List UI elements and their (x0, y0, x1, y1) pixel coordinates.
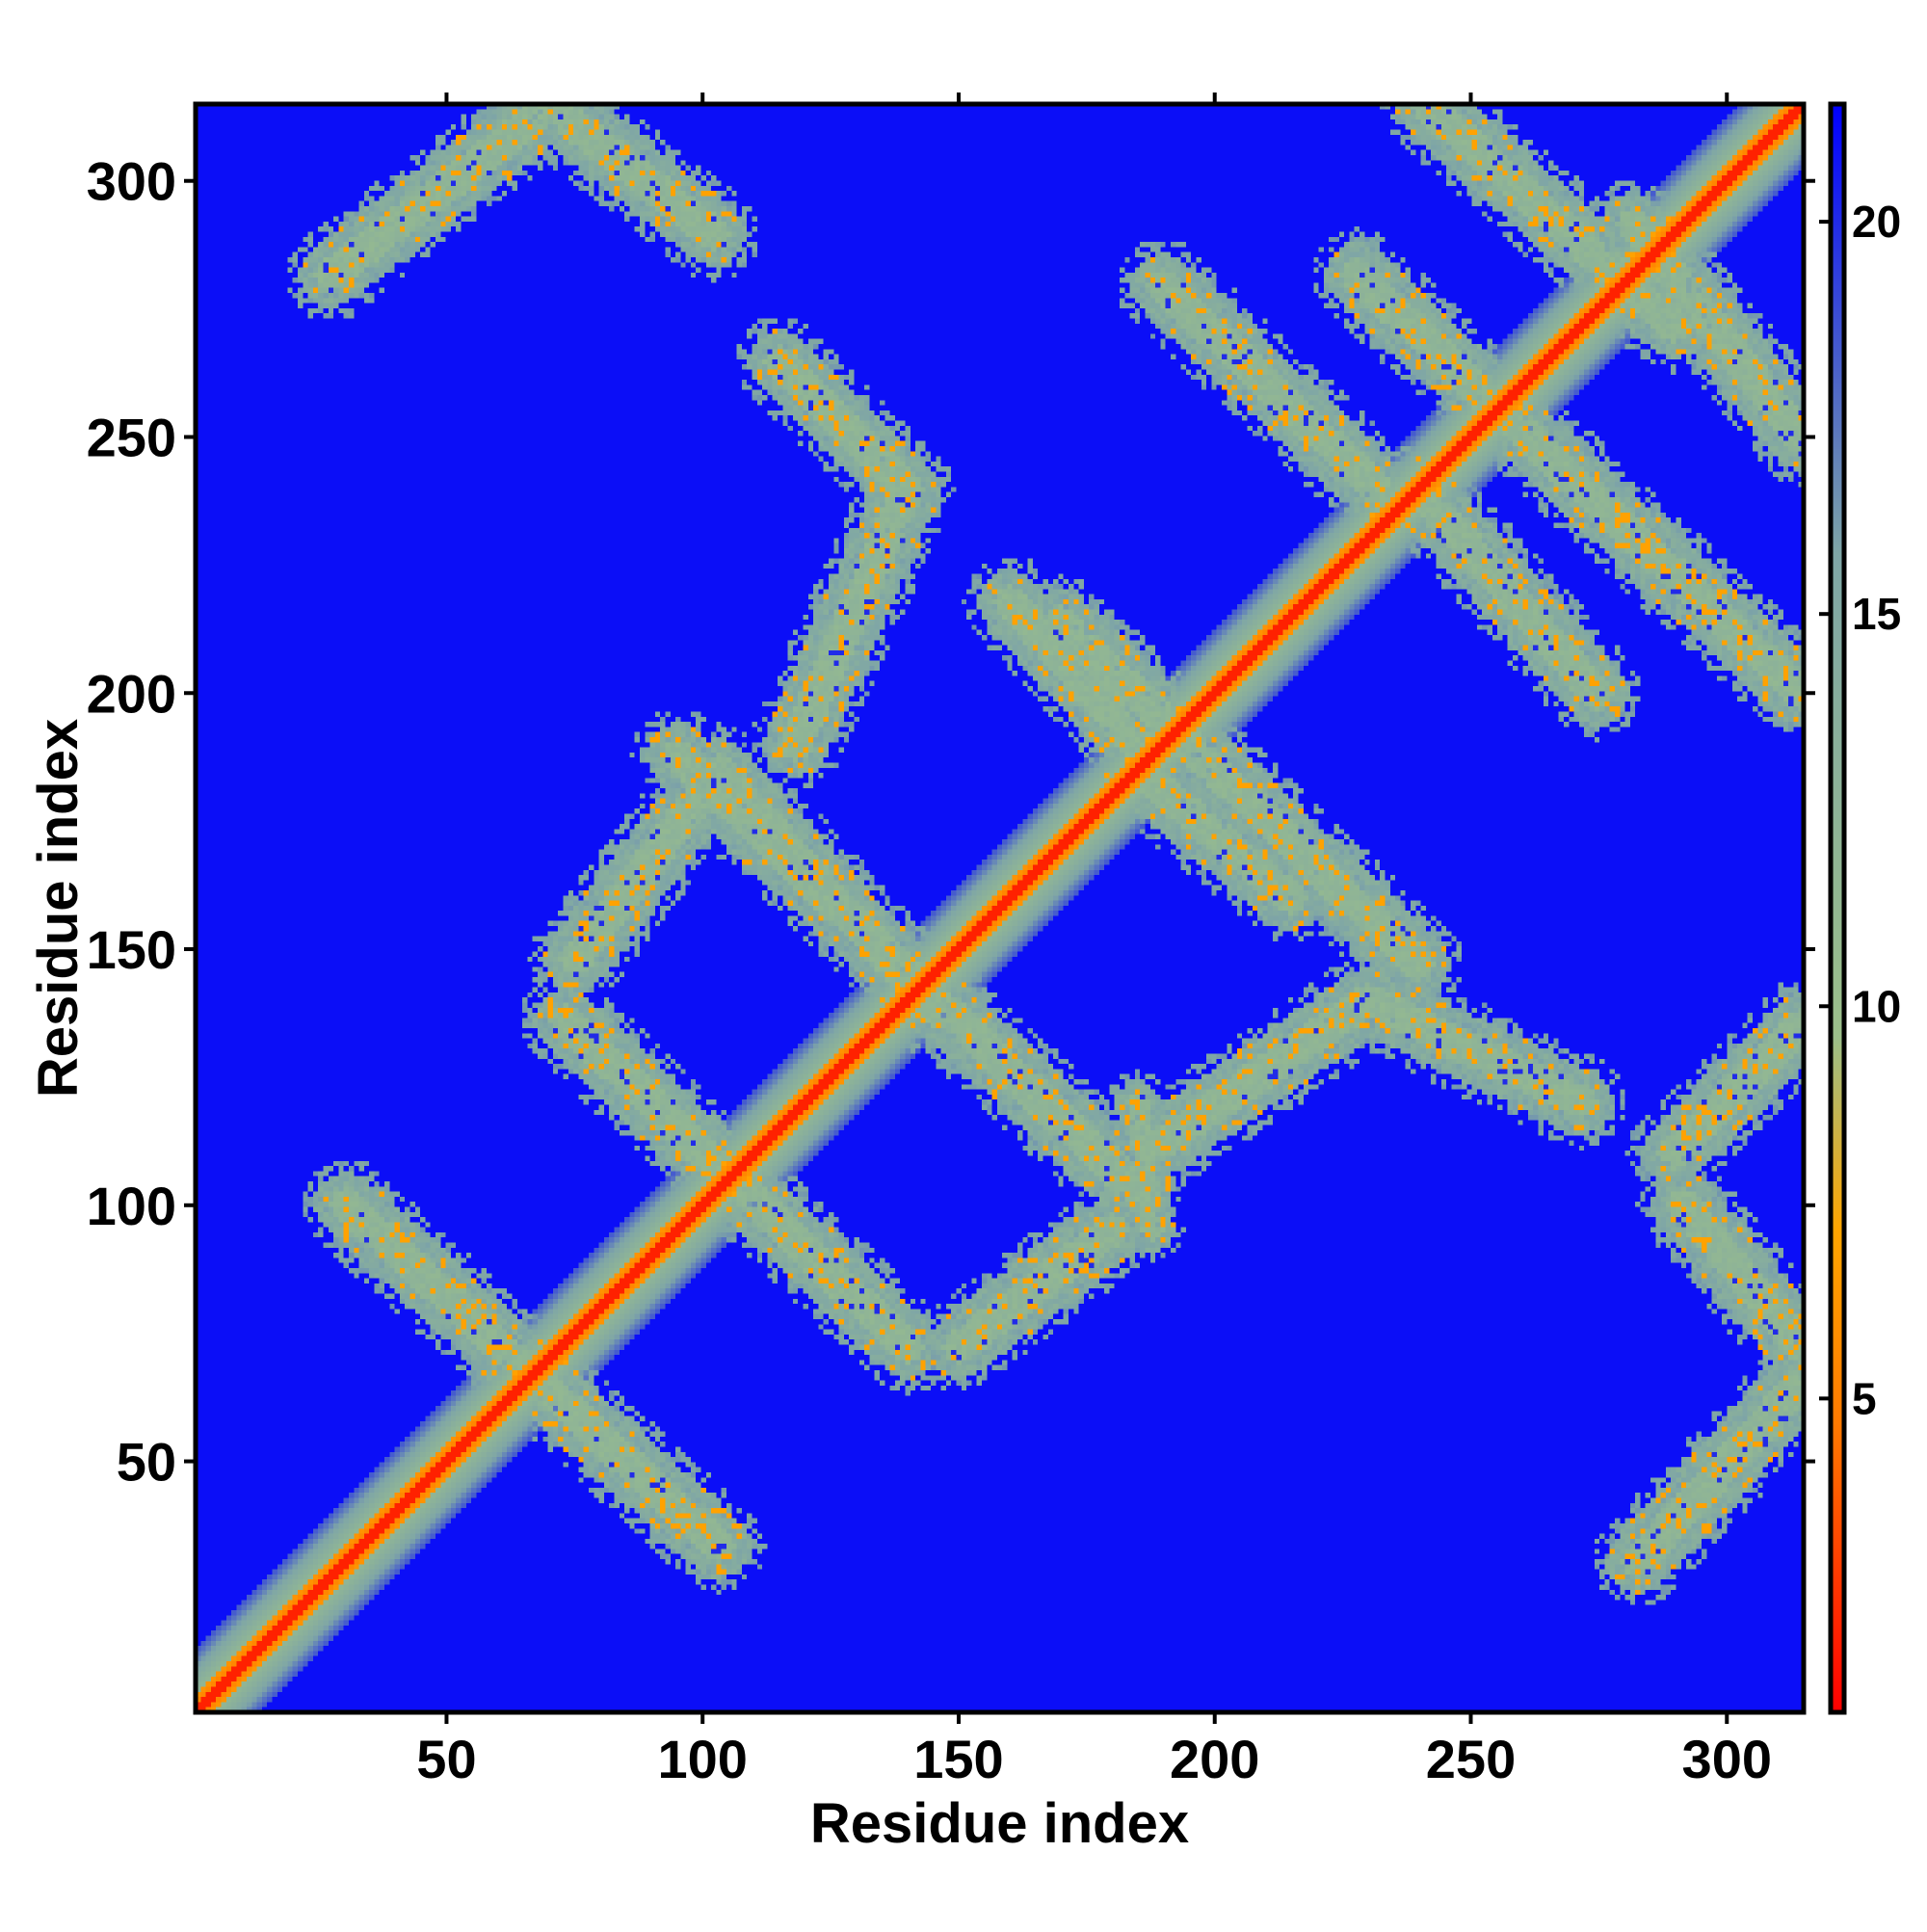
x-tick-label: 50 (416, 1729, 476, 1789)
colorbar (1828, 101, 1847, 1715)
y-tick-label: 100 (87, 1176, 176, 1236)
heatmap-image (196, 104, 1804, 1712)
colorbar-tick-label: 10 (1852, 981, 1901, 1031)
colorbar-tick-label: 15 (1852, 589, 1901, 639)
colorbar-tick-label: 20 (1852, 197, 1901, 247)
y-axis: 50 100 150 200 250 300 (87, 151, 1815, 1493)
y-tick-label: 50 (117, 1432, 176, 1493)
y-tick-label: 300 (87, 151, 176, 212)
y-tick-label: 200 (87, 663, 176, 724)
x-tick-label: 300 (1682, 1729, 1772, 1789)
heatmap-cells (196, 104, 1804, 1712)
x-tick-label: 200 (1170, 1729, 1259, 1789)
x-tick-label: 250 (1426, 1729, 1516, 1789)
colorbar-tick-label: 5 (1852, 1373, 1877, 1423)
x-tick-label: 100 (657, 1729, 747, 1789)
y-tick-label: 150 (87, 919, 176, 980)
y-tick-label: 250 (87, 407, 176, 467)
plot-frame (193, 101, 1807, 1715)
x-axis: 50 100 150 200 250 300 (416, 93, 1772, 1789)
colorbar-ticks: 5 10 15 20 (1819, 197, 1901, 1423)
x-tick-label: 150 (913, 1729, 1003, 1789)
y-axis-title: Residue index (27, 719, 90, 1098)
x-axis-title: Residue index (810, 1792, 1189, 1855)
